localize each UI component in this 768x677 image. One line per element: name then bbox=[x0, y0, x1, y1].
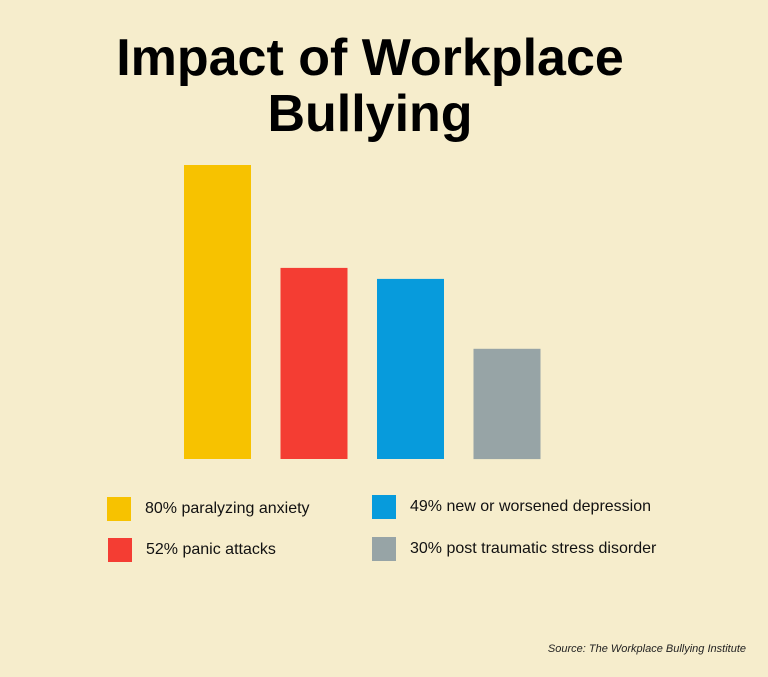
legend-swatch-anxiety bbox=[107, 497, 131, 521]
legend-label-anxiety: 80% paralyzing anxiety bbox=[145, 500, 310, 517]
bar-panic bbox=[280, 267, 348, 459]
legend-item-anxiety: 80% paralyzing anxiety bbox=[107, 497, 310, 521]
legend-swatch-depression bbox=[372, 495, 396, 519]
chart-title: Impact of Workplace Bullying bbox=[0, 30, 740, 142]
legend-label-ptsd: 30% post traumatic stress disorder bbox=[410, 540, 657, 557]
bar-depression bbox=[377, 278, 444, 459]
source-note: Source: The Workplace Bullying Institute bbox=[547, 643, 746, 655]
legend-swatch-ptsd bbox=[372, 537, 396, 561]
legend-label-depression: 49% new or worsened depression bbox=[410, 498, 652, 515]
bar-anxiety bbox=[184, 165, 251, 459]
bar-ptsd bbox=[473, 348, 541, 460]
legend-item-panic: 52% panic attacks bbox=[108, 538, 276, 562]
legend-label-panic: 52% panic attacks bbox=[146, 541, 276, 558]
chart-title-line-2: Bullying bbox=[267, 85, 473, 143]
bars-group bbox=[184, 165, 541, 460]
legend-item-ptsd: 30% post traumatic stress disorder bbox=[372, 537, 656, 561]
legend-item-depression: 49% new or worsened depression bbox=[372, 495, 651, 519]
chart-title-line-1: Impact of Workplace bbox=[116, 29, 624, 87]
legend-swatch-panic bbox=[108, 538, 132, 562]
